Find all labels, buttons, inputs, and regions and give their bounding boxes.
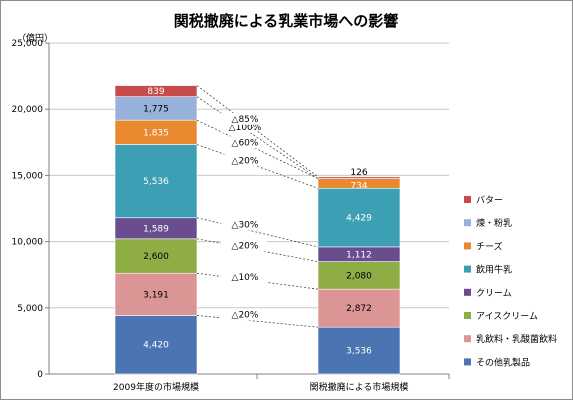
change-line: [196, 217, 319, 248]
data-label: 5,536: [143, 177, 169, 187]
bar-segment: [317, 261, 401, 290]
bar-segment: [114, 315, 198, 375]
change-annotation: △20%: [232, 311, 259, 321]
data-label: 3,191: [143, 290, 169, 300]
data-label: 1,835: [143, 128, 169, 138]
legend-label: 飲用牛乳: [476, 264, 512, 276]
data-label: 734: [350, 181, 367, 191]
y-axis-unit-label: （億円）: [17, 32, 53, 44]
bar-segment: [114, 272, 198, 316]
legend-label: アイスクリーム: [476, 311, 538, 322]
data-label: 126: [350, 168, 367, 178]
bar-segment: [114, 85, 198, 97]
change-annotation: △60%: [232, 138, 259, 148]
legend-label: その他乳製品: [476, 356, 530, 368]
annotation-bg: [221, 239, 267, 252]
bar-segment: [114, 144, 198, 219]
data-label: 1,775: [143, 104, 169, 114]
change-annotation: △85%: [232, 115, 259, 125]
legend-label: 煉・粉乳: [476, 217, 512, 229]
x-category-label: 2009年度の市場規模: [113, 381, 199, 393]
data-label: 4,420: [143, 341, 169, 351]
change-annotation: △20%: [232, 242, 259, 252]
change-lines: △20% △10% △20% △30% △20% △60% △100%△85%: [196, 85, 319, 328]
legend-swatch: [464, 219, 471, 227]
y-tick-label: 5,000: [17, 304, 43, 314]
annotation-bg: [221, 271, 267, 284]
legend-swatch: [464, 312, 471, 319]
legend-swatch: [464, 242, 471, 250]
change-line: [196, 96, 319, 179]
legend-swatch: [464, 335, 471, 343]
y-tick-label: 25,000: [12, 39, 44, 49]
data-label: 1,589: [143, 224, 169, 234]
legend-label: 乳飲料・乳酸菌飲料: [476, 333, 557, 345]
data-label: 1,112: [346, 250, 372, 260]
x-category-label: 関税撤廃による市場規模: [310, 381, 409, 393]
data-label: 839: [147, 87, 164, 97]
annotation-bg: [221, 112, 267, 125]
bar-segment: [114, 238, 198, 274]
data-label: 2,080: [346, 271, 372, 281]
legend-label: バター: [476, 195, 503, 206]
data-label: 3,536: [346, 347, 372, 357]
annotation-bg: [221, 308, 267, 321]
annotation-bg: [221, 136, 267, 149]
annotation-bg: [221, 120, 267, 133]
x-axis-labels: 2009年度の市場規模 関税撤廃による市場規模: [113, 381, 408, 393]
bars: 4,420 3,191 2,600 1,589 5,536 1,835 1,775 839 3,…: [114, 85, 401, 375]
data-label: 4,429: [346, 214, 372, 224]
change-annotation: △10%: [232, 273, 259, 283]
data-label: 2,872: [346, 304, 372, 314]
y-tick-label: 0: [37, 370, 43, 380]
legend-label: クリーム: [476, 288, 512, 299]
y-tick-label: 20,000: [12, 105, 44, 115]
change-annotation: △20%: [232, 156, 259, 166]
chart-title: 関税撤廃による乳業市場への影響: [174, 12, 399, 30]
change-line: [196, 85, 319, 178]
change-annotation: △30%: [232, 220, 259, 230]
legend-swatch: [464, 288, 471, 296]
data-label: 2,600: [143, 252, 169, 262]
y-tick-label: 15,000: [12, 171, 44, 181]
legend-swatch: [464, 358, 471, 366]
change-line: [196, 144, 319, 189]
annotation-bg: [221, 154, 267, 167]
annotation-bg: [221, 218, 267, 231]
bar-segment: [317, 288, 401, 328]
bar-segment: [317, 187, 401, 248]
legend-swatch: [464, 265, 471, 273]
bar-segment: [317, 176, 401, 179]
legend-label: チーズ: [476, 240, 503, 252]
change-annotation: △100%: [229, 123, 262, 133]
y-axis-ticks: 0 5,000 10,000 15,000 20,000 25,000: [12, 39, 49, 380]
y-tick-label: 10,000: [12, 238, 44, 248]
legend-swatch: [464, 196, 471, 203]
change-line: [196, 315, 319, 328]
bar-segment: [317, 326, 401, 375]
